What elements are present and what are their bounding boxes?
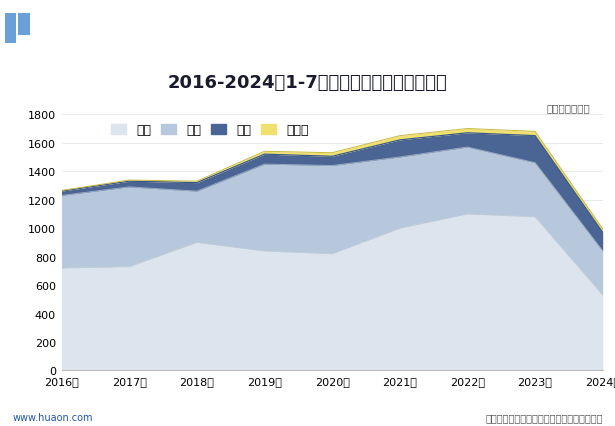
Bar — [18, 14, 30, 36]
Text: 华经情报网: 华经情报网 — [37, 21, 74, 34]
Text: 专业严谨 · 客观科学: 专业严谨 · 客观科学 — [515, 23, 578, 33]
Text: www.huaon.com: www.huaon.com — [12, 412, 93, 422]
Text: 2016-2024年1-7月湖南省各发电类型发电量: 2016-2024年1-7月湖南省各发电类型发电量 — [168, 74, 447, 92]
Bar — [5, 14, 16, 44]
Text: 数据来源：国家统计局、华经产业研究院整理: 数据来源：国家统计局、华经产业研究院整理 — [485, 412, 603, 422]
Legend: 火力, 水力, 风力, 太阳能: 火力, 水力, 风力, 太阳能 — [111, 124, 309, 137]
Text: 单位：亿千瓦时: 单位：亿千瓦时 — [547, 103, 590, 113]
